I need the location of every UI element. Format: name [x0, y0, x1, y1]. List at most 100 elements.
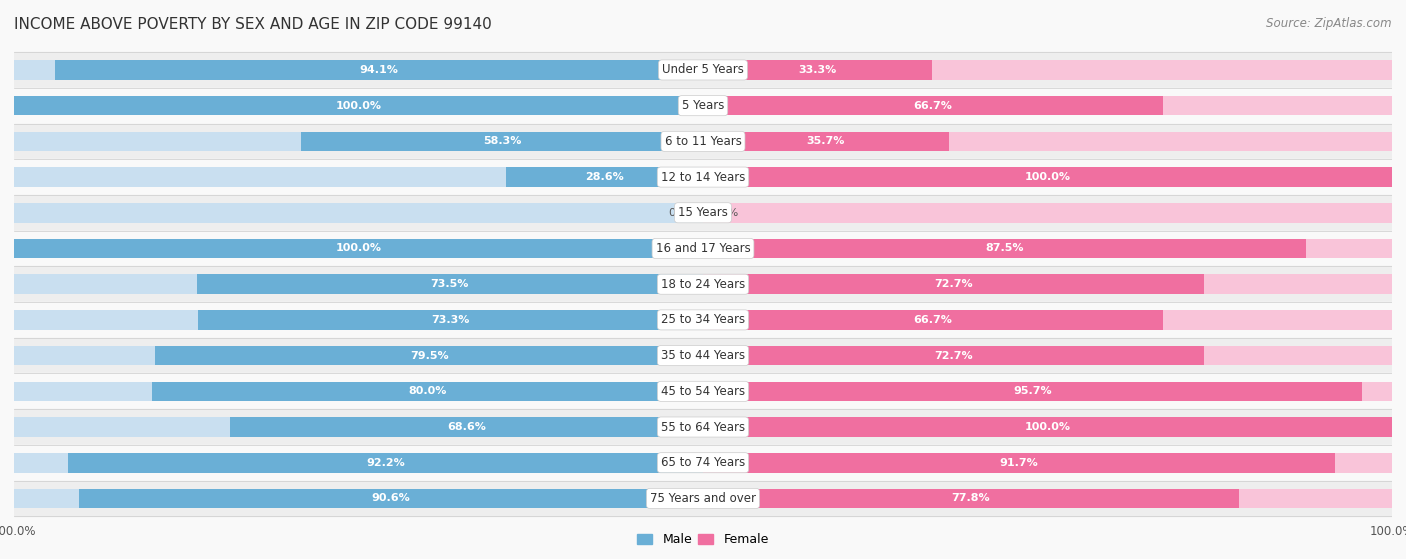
Text: 55 to 64 Years: 55 to 64 Years [661, 420, 745, 434]
Bar [703, 453, 1334, 472]
Bar [703, 274, 1204, 294]
Bar [14, 96, 703, 116]
Bar [14, 124, 1392, 159]
Bar [14, 302, 1392, 338]
Text: 90.6%: 90.6% [371, 494, 411, 504]
Bar [703, 131, 949, 151]
Text: 73.3%: 73.3% [432, 315, 470, 325]
Bar [14, 60, 703, 80]
Text: 100.0%: 100.0% [1025, 422, 1070, 432]
Bar [231, 417, 703, 437]
Bar [703, 96, 1163, 116]
Bar [14, 131, 703, 151]
Text: 68.6%: 68.6% [447, 422, 486, 432]
Text: 35.7%: 35.7% [807, 136, 845, 146]
Text: 79.5%: 79.5% [409, 350, 449, 361]
Bar [14, 52, 1392, 88]
Text: 33.3%: 33.3% [799, 65, 837, 75]
Text: 12 to 14 Years: 12 to 14 Years [661, 170, 745, 183]
Bar [703, 131, 1392, 151]
Bar [301, 131, 703, 151]
Text: 77.8%: 77.8% [952, 494, 990, 504]
Bar [155, 346, 703, 366]
Text: 100.0%: 100.0% [336, 101, 381, 111]
Bar [703, 489, 1239, 508]
Bar [14, 409, 1392, 445]
Bar [703, 239, 1306, 258]
Text: 58.3%: 58.3% [484, 136, 522, 146]
Text: 94.1%: 94.1% [360, 65, 398, 75]
Text: 16 and 17 Years: 16 and 17 Years [655, 242, 751, 255]
Text: 100.0%: 100.0% [336, 244, 381, 253]
Bar [14, 266, 1392, 302]
Text: 15 Years: 15 Years [678, 206, 728, 219]
Bar [14, 239, 703, 258]
Bar [703, 489, 1392, 508]
Bar [14, 381, 703, 401]
Text: 100.0%: 100.0% [1025, 172, 1070, 182]
Text: 66.7%: 66.7% [914, 101, 952, 111]
Bar [14, 88, 1392, 124]
Bar [14, 417, 703, 437]
Bar [703, 60, 1392, 80]
Bar [703, 381, 1362, 401]
Bar [14, 338, 1392, 373]
Bar [55, 60, 703, 80]
Bar [14, 274, 703, 294]
Text: 80.0%: 80.0% [408, 386, 447, 396]
Bar [703, 274, 1392, 294]
Bar [14, 445, 1392, 481]
Bar [703, 239, 1392, 258]
Bar [703, 346, 1392, 366]
Bar [14, 159, 1392, 195]
Text: 75 Years and over: 75 Years and over [650, 492, 756, 505]
Bar [14, 231, 1392, 266]
Text: 5 Years: 5 Years [682, 99, 724, 112]
Text: 91.7%: 91.7% [1000, 458, 1038, 468]
Text: INCOME ABOVE POVERTY BY SEX AND AGE IN ZIP CODE 99140: INCOME ABOVE POVERTY BY SEX AND AGE IN Z… [14, 17, 492, 32]
Text: 92.2%: 92.2% [366, 458, 405, 468]
Text: 66.7%: 66.7% [914, 315, 952, 325]
Bar [703, 167, 1392, 187]
Text: Source: ZipAtlas.com: Source: ZipAtlas.com [1267, 17, 1392, 30]
Text: 0.0%: 0.0% [710, 208, 738, 218]
Bar [703, 346, 1204, 366]
Bar [506, 167, 703, 187]
Bar [703, 60, 932, 80]
Bar [14, 373, 1392, 409]
Bar [14, 489, 703, 508]
Bar [703, 310, 1392, 330]
Bar [14, 346, 703, 366]
Bar [14, 239, 703, 258]
Bar [152, 381, 703, 401]
Bar [14, 453, 703, 472]
Bar [14, 195, 1392, 231]
Bar [703, 417, 1392, 437]
Bar [703, 453, 1392, 472]
Text: 45 to 54 Years: 45 to 54 Years [661, 385, 745, 398]
Text: Under 5 Years: Under 5 Years [662, 64, 744, 77]
Bar [703, 310, 1163, 330]
Text: 72.7%: 72.7% [934, 350, 973, 361]
Text: 28.6%: 28.6% [585, 172, 624, 182]
Bar [703, 96, 1392, 116]
Bar [703, 381, 1392, 401]
Text: 95.7%: 95.7% [1014, 386, 1052, 396]
Text: 87.5%: 87.5% [986, 244, 1024, 253]
Text: 18 to 24 Years: 18 to 24 Years [661, 278, 745, 291]
Text: 73.5%: 73.5% [430, 279, 470, 289]
Bar [14, 481, 1392, 517]
Bar [197, 274, 703, 294]
Bar [79, 489, 703, 508]
Bar [14, 203, 703, 222]
Bar [67, 453, 703, 472]
Bar [14, 310, 703, 330]
Bar [703, 167, 1392, 187]
Text: 25 to 34 Years: 25 to 34 Years [661, 314, 745, 326]
Bar [14, 96, 703, 116]
Text: 72.7%: 72.7% [934, 279, 973, 289]
Bar [703, 417, 1392, 437]
Bar [14, 167, 703, 187]
Text: 0.0%: 0.0% [668, 208, 696, 218]
Text: 6 to 11 Years: 6 to 11 Years [665, 135, 741, 148]
